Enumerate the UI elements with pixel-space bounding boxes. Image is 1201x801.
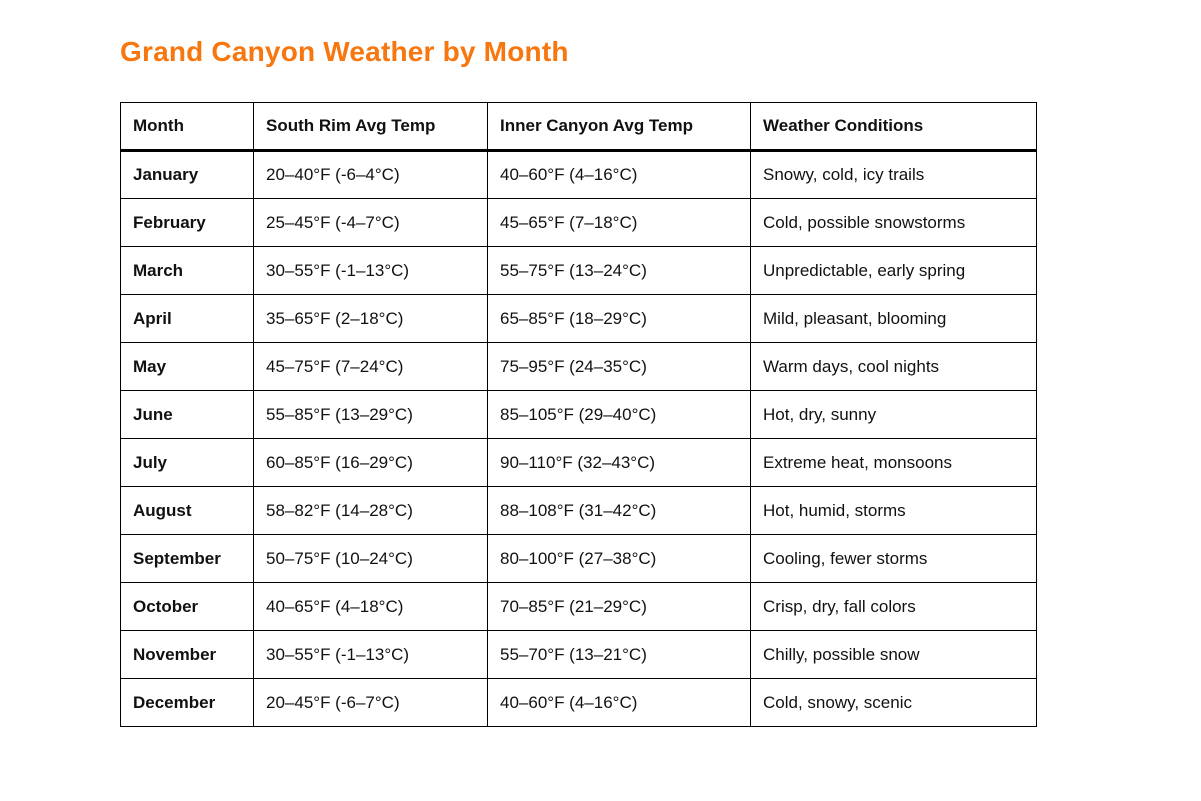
- cell-inner-canyon: 45–65°F (7–18°C): [487, 198, 751, 247]
- cell-south-rim: 30–55°F (-1–13°C): [253, 246, 488, 295]
- table-row: September 50–75°F (10–24°C) 80–100°F (27…: [120, 534, 1037, 583]
- cell-inner-canyon: 85–105°F (29–40°C): [487, 390, 751, 439]
- cell-month: March: [120, 246, 254, 295]
- table-row: April 35–65°F (2–18°C) 65–85°F (18–29°C)…: [120, 294, 1037, 343]
- cell-conditions: Snowy, cold, icy trails: [750, 150, 1037, 199]
- cell-conditions: Hot, dry, sunny: [750, 390, 1037, 439]
- cell-inner-canyon: 88–108°F (31–42°C): [487, 486, 751, 535]
- cell-south-rim: 20–45°F (-6–7°C): [253, 678, 488, 727]
- cell-conditions: Cold, snowy, scenic: [750, 678, 1037, 727]
- cell-month: May: [120, 342, 254, 391]
- cell-conditions: Extreme heat, monsoons: [750, 438, 1037, 487]
- table-row: July 60–85°F (16–29°C) 90–110°F (32–43°C…: [120, 438, 1037, 487]
- header-row: Month South Rim Avg Temp Inner Canyon Av…: [120, 102, 1037, 152]
- cell-south-rim: 30–55°F (-1–13°C): [253, 630, 488, 679]
- cell-south-rim: 60–85°F (16–29°C): [253, 438, 488, 487]
- cell-south-rim: 58–82°F (14–28°C): [253, 486, 488, 535]
- cell-month: August: [120, 486, 254, 535]
- weather-table: Month South Rim Avg Temp Inner Canyon Av…: [120, 102, 1037, 727]
- cell-inner-canyon: 75–95°F (24–35°C): [487, 342, 751, 391]
- cell-month: October: [120, 582, 254, 631]
- table-row: August 58–82°F (14–28°C) 88–108°F (31–42…: [120, 486, 1037, 535]
- cell-inner-canyon: 55–70°F (13–21°C): [487, 630, 751, 679]
- cell-month: April: [120, 294, 254, 343]
- cell-conditions: Crisp, dry, fall colors: [750, 582, 1037, 631]
- table-row: October 40–65°F (4–18°C) 70–85°F (21–29°…: [120, 582, 1037, 631]
- table-row: November 30–55°F (-1–13°C) 55–70°F (13–2…: [120, 630, 1037, 679]
- cell-south-rim: 45–75°F (7–24°C): [253, 342, 488, 391]
- cell-south-rim: 50–75°F (10–24°C): [253, 534, 488, 583]
- cell-inner-canyon: 70–85°F (21–29°C): [487, 582, 751, 631]
- table-row: March 30–55°F (-1–13°C) 55–75°F (13–24°C…: [120, 246, 1037, 295]
- page-title: Grand Canyon Weather by Month: [120, 36, 569, 67]
- cell-south-rim: 55–85°F (13–29°C): [253, 390, 488, 439]
- table-row: June 55–85°F (13–29°C) 85–105°F (29–40°C…: [120, 390, 1037, 439]
- cell-conditions: Cooling, fewer storms: [750, 534, 1037, 583]
- cell-inner-canyon: 40–60°F (4–16°C): [487, 678, 751, 727]
- cell-inner-canyon: 40–60°F (4–16°C): [487, 150, 751, 199]
- cell-month: December: [120, 678, 254, 727]
- cell-south-rim: 40–65°F (4–18°C): [253, 582, 488, 631]
- cell-month: June: [120, 390, 254, 439]
- table-row: May 45–75°F (7–24°C) 75–95°F (24–35°C) W…: [120, 342, 1037, 391]
- cell-conditions: Hot, humid, storms: [750, 486, 1037, 535]
- table-row: February 25–45°F (-4–7°C) 45–65°F (7–18°…: [120, 198, 1037, 247]
- table-row: January 20–40°F (-6–4°C) 40–60°F (4–16°C…: [120, 150, 1037, 199]
- cell-month: September: [120, 534, 254, 583]
- cell-conditions: Warm days, cool nights: [750, 342, 1037, 391]
- cell-inner-canyon: 80–100°F (27–38°C): [487, 534, 751, 583]
- cell-month: July: [120, 438, 254, 487]
- cell-south-rim: 35–65°F (2–18°C): [253, 294, 488, 343]
- cell-inner-canyon: 55–75°F (13–24°C): [487, 246, 751, 295]
- cell-conditions: Cold, possible snowstorms: [750, 198, 1037, 247]
- cell-month: February: [120, 198, 254, 247]
- cell-month: November: [120, 630, 254, 679]
- cell-south-rim: 25–45°F (-4–7°C): [253, 198, 488, 247]
- cell-conditions: Chilly, possible snow: [750, 630, 1037, 679]
- cell-month: January: [120, 150, 254, 199]
- cell-conditions: Unpredictable, early spring: [750, 246, 1037, 295]
- table-row: December 20–45°F (-6–7°C) 40–60°F (4–16°…: [120, 678, 1037, 727]
- column-header-conditions: Weather Conditions: [750, 102, 1037, 152]
- column-header-inner-canyon: Inner Canyon Avg Temp: [487, 102, 751, 152]
- table-body: January 20–40°F (-6–4°C) 40–60°F (4–16°C…: [120, 150, 1037, 727]
- column-header-month: Month: [120, 102, 254, 152]
- cell-conditions: Mild, pleasant, blooming: [750, 294, 1037, 343]
- cell-inner-canyon: 90–110°F (32–43°C): [487, 438, 751, 487]
- cell-south-rim: 20–40°F (-6–4°C): [253, 150, 488, 199]
- cell-inner-canyon: 65–85°F (18–29°C): [487, 294, 751, 343]
- column-header-south-rim: South Rim Avg Temp: [253, 102, 488, 152]
